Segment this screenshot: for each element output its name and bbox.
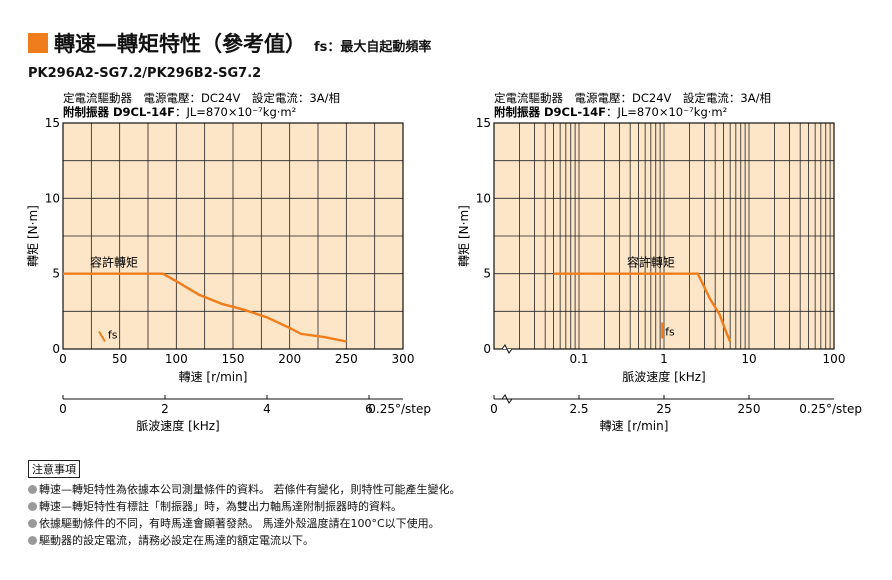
x-tick-label: 250 — [335, 352, 358, 366]
torque-curve — [63, 272, 347, 343]
inertia-spec: ：JL=870×10⁻⁷kg·m² — [175, 105, 296, 119]
series-label: 容許轉矩 — [627, 255, 675, 270]
x-tick-label: 1 — [660, 352, 668, 366]
step-angle-label: 0.25°/step — [799, 402, 862, 416]
step-angle-label: 0.25°/step — [368, 402, 431, 416]
bullet-icon — [28, 519, 37, 528]
damper-model: 附制振器 D9CL-14F — [494, 105, 606, 119]
y-tick-label: 5 — [483, 267, 491, 281]
conditions-line2: 附制振器 D9CL-14F：JL=870×10⁻⁷kg·m² — [63, 105, 296, 119]
x-tick-label: 0 — [59, 352, 67, 366]
x-tick-label: 50 — [112, 352, 127, 366]
secondary-tick-label: 6 — [365, 402, 373, 416]
title-row: 轉速—轉矩特性（參考值） fs：最大自起動頻率 — [28, 28, 431, 58]
secondary-tick-label: 0 — [490, 402, 498, 416]
secondary-axis-label: 轉速 [r/min] — [600, 419, 669, 433]
fs-note: fs：最大自起動頻率 — [314, 39, 432, 55]
x-axis-label: 脈波速度 [kHz] — [622, 369, 705, 384]
note-text: 轉速—轉矩特性有標註「制振器」時，為雙出力軸馬達附制振器時的資料。 — [39, 500, 402, 513]
fs-label: fs — [108, 328, 118, 341]
x-axis-label: 轉速 [r/min] — [179, 370, 248, 384]
secondary-tick-label: 250 — [738, 402, 761, 416]
note-text: 轉速—轉矩特性為依據本公司測量條件的資料。 若條件有變化，則特性可能產生變化。 — [39, 483, 461, 496]
plot-frame — [493, 122, 835, 350]
bullet-icon — [28, 502, 37, 511]
notes-title: 注意事項 — [28, 460, 80, 478]
secondary-tick-label: 25 — [656, 402, 671, 416]
note-item: 轉速—轉矩特性為依據本公司測量條件的資料。 若條件有變化，則特性可能產生變化。 — [28, 481, 461, 498]
notes: 注意事項 轉速—轉矩特性為依據本公司測量條件的資料。 若條件有變化，則特性可能產… — [28, 460, 461, 549]
note-text: 驅動器的設定電流，請務必設定在馬達的額定電流以下。 — [39, 534, 314, 547]
y-tick-label: 0 — [52, 342, 60, 356]
damper-model: 附制振器 D9CL-14F — [63, 105, 175, 119]
bullet-icon — [28, 536, 37, 545]
note-item: 轉速—轉矩特性有標註「制振器」時，為雙出力軸馬達附制振器時的資料。 — [28, 498, 461, 515]
x-tick-label: 10 — [741, 352, 756, 366]
y-tick-label: 10 — [45, 191, 60, 205]
secondary-tick-label: 2 — [161, 402, 169, 416]
plot-frame — [62, 122, 404, 350]
secondary-tick-label: 0 — [59, 402, 67, 416]
torque-curve — [553, 272, 732, 342]
x-tick-label: 0.1 — [569, 352, 588, 366]
secondary-tick-label: 2.5 — [569, 402, 588, 416]
series-label: 容許轉矩 — [90, 255, 138, 270]
axis-break-icon — [501, 394, 513, 404]
page-title: 轉速—轉矩特性（參考值） — [54, 32, 306, 56]
conditions-line2: 附制振器 D9CL-14F：JL=870×10⁻⁷kg·m² — [494, 105, 727, 119]
y-tick-label: 5 — [52, 267, 60, 281]
axis-break-icon — [501, 344, 513, 354]
title-accent-square — [28, 33, 48, 53]
fs-marker — [98, 330, 106, 342]
y-tick-label: 15 — [476, 116, 491, 130]
inertia-spec: ：JL=870×10⁻⁷kg·m² — [606, 105, 727, 119]
y-tick-label: 0 — [483, 342, 491, 356]
x-tick-label: 100 — [823, 352, 846, 366]
y-tick-label: 10 — [476, 191, 491, 205]
secondary-axis-label: 脈波速度 [kHz] — [136, 418, 219, 433]
note-text: 依據驅動條件的不同，有時馬達會顯著發熱。 馬達外殼溫度請在100°C以下使用。 — [39, 517, 440, 530]
x-tick-label: 200 — [278, 352, 301, 366]
conditions-line1: 定電流驅動器 電源電壓：DC24V 設定電流：3A/相 — [63, 91, 340, 105]
x-tick-label: 150 — [222, 352, 245, 366]
y-tick-label: 15 — [45, 116, 60, 130]
y-axis-label: 轉矩 [N·m] — [26, 205, 40, 267]
note-item: 驅動器的設定電流，請務必設定在馬達的額定電流以下。 — [28, 532, 461, 549]
secondary-tick-label: 4 — [263, 402, 271, 416]
note-item: 依據驅動條件的不同，有時馬達會顯著發熱。 馬達外殼溫度請在100°C以下使用。 — [28, 515, 461, 532]
x-tick-label: 300 — [392, 352, 415, 366]
model-number: PK296A2-SG7.2/PK296B2-SG7.2 — [28, 66, 262, 81]
conditions-line1: 定電流驅動器 電源電壓：DC24V 設定電流：3A/相 — [494, 91, 771, 105]
fs-label: fs — [665, 325, 675, 338]
bullet-icon — [28, 485, 37, 494]
y-axis-label: 轉矩 [N·m] — [457, 205, 471, 267]
x-tick-label: 100 — [165, 352, 188, 366]
